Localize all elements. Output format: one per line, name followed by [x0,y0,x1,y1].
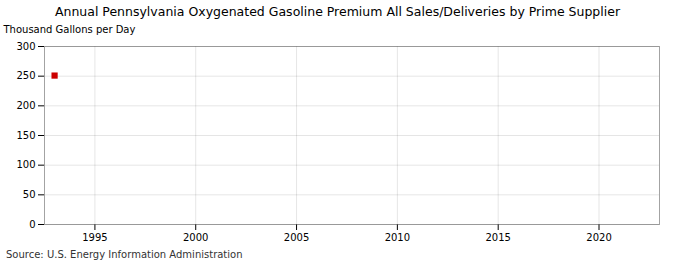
svg-text:2010: 2010 [385,232,410,243]
svg-text:150: 150 [16,130,35,141]
svg-text:2000: 2000 [183,232,208,243]
svg-text:1995: 1995 [82,232,107,243]
svg-text:2005: 2005 [284,232,309,243]
html-text:Source: U.S. Energy Informatio: Source: U.S. Energy Information Administ… [6,249,243,260]
svg-text:50: 50 [23,189,36,200]
svg-text:2020: 2020 [586,232,611,243]
svg-text:2015: 2015 [485,232,510,243]
svg-text:300: 300 [16,41,35,52]
svg-text:250: 250 [16,70,35,81]
html-text:Annual Pennsylvania Oxygenated: Annual Pennsylvania Oxygenated Gasoline … [54,4,621,19]
svg-text:100: 100 [16,159,35,170]
svg-text:Thousand Gallons per Day: Thousand Gallons per Day [3,24,136,35]
svg-text:200: 200 [16,100,35,111]
svg-text:0: 0 [29,219,35,230]
